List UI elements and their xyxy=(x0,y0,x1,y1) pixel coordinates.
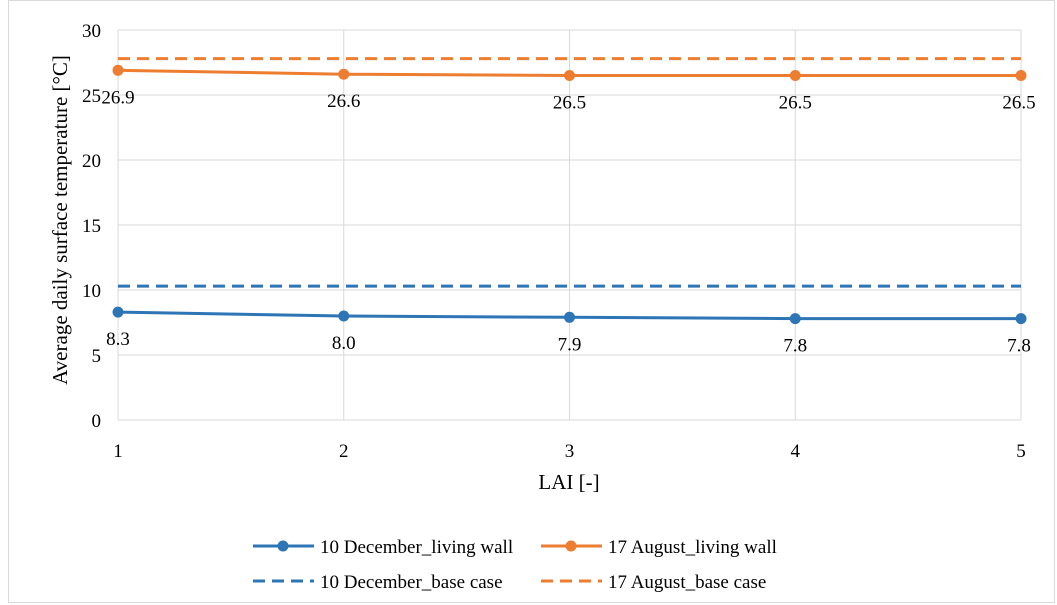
x-tick-label: 3 xyxy=(565,441,575,462)
data-point xyxy=(564,70,575,81)
data-labels: 8.3 8.0 7.9 7.8 7.8 26.9 26.6 26.5 26.5 26.5 xyxy=(101,87,1035,356)
data-point xyxy=(789,313,801,325)
data-label: 7.9 xyxy=(558,334,582,355)
data-point xyxy=(1015,70,1027,81)
data-point xyxy=(338,310,350,322)
x-tick-label: 4 xyxy=(791,441,801,462)
legend-label-3: 10 December_base case xyxy=(320,572,503,593)
data-point xyxy=(1015,313,1027,325)
y-tick-label: 10 xyxy=(82,281,101,302)
legend-label-4: 17 August_base case xyxy=(608,572,766,593)
y-tick-label: 0 xyxy=(92,411,102,432)
series-group xyxy=(112,57,1027,325)
y-tick-label: 30 xyxy=(82,21,101,42)
grid-lines xyxy=(117,29,1022,421)
legend-label-1: 10 December_living wall xyxy=(320,537,513,558)
legend-label-2: 17 August_living wall xyxy=(608,537,777,558)
y-axis-ticks: 0 5 10 15 20 25 30 xyxy=(82,21,101,432)
x-tick-label: 2 xyxy=(339,441,349,462)
data-label: 8.3 xyxy=(106,329,130,350)
legend-marker xyxy=(277,540,289,552)
y-tick-label: 25 xyxy=(82,86,101,107)
data-point xyxy=(789,70,801,81)
data-point xyxy=(112,64,124,76)
data-label: 8.0 xyxy=(332,333,356,354)
x-tick-label: 5 xyxy=(1016,441,1026,462)
y-tick-label: 15 xyxy=(82,216,101,237)
data-point xyxy=(338,68,350,80)
data-label: 7.8 xyxy=(1007,336,1031,357)
y-tick-label: 5 xyxy=(92,346,102,367)
data-point xyxy=(564,311,575,323)
data-point xyxy=(112,306,124,318)
data-label: 26.5 xyxy=(553,93,586,114)
legend-marker xyxy=(565,540,577,552)
x-tick-label: 1 xyxy=(113,441,123,462)
x-axis-label: LAI [-] xyxy=(538,470,599,494)
data-label: 26.9 xyxy=(101,87,134,108)
chart-frame xyxy=(8,0,1055,603)
data-label: 7.8 xyxy=(783,336,807,357)
data-label: 26.5 xyxy=(1002,93,1035,114)
x-axis-ticks: 1 2 3 4 5 xyxy=(113,441,1026,462)
legend: 10 December_living wall 17 August_living … xyxy=(253,537,777,593)
data-label: 26.5 xyxy=(779,93,812,114)
y-tick-label: 20 xyxy=(82,151,101,172)
data-label: 26.6 xyxy=(327,91,360,112)
y-axis-label: Average daily surface temperature [°C] xyxy=(48,55,72,385)
